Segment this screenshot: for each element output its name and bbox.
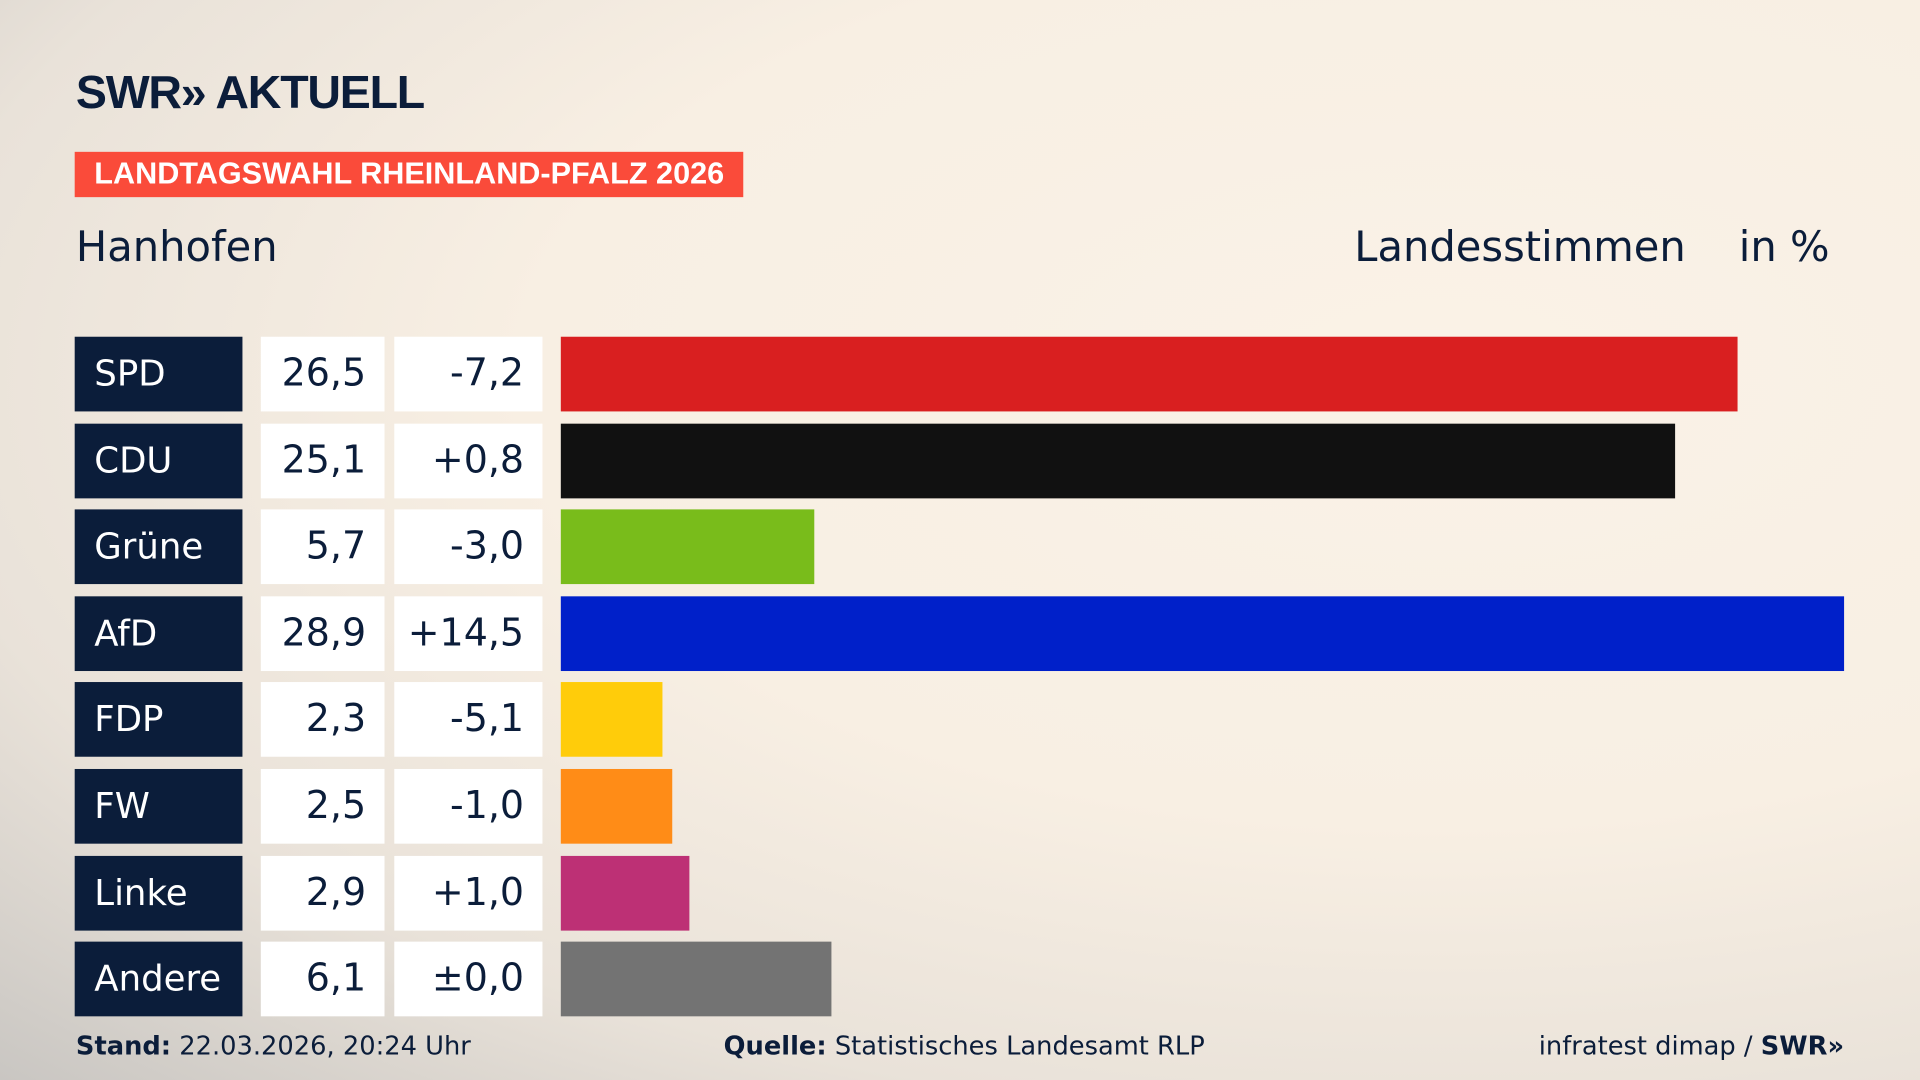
party-label: SPD: [74, 336, 243, 412]
value-label: 6,1: [260, 941, 385, 1017]
bar: [560, 336, 1738, 412]
credit: infratest dimap / SWR»: [1539, 1031, 1844, 1060]
source-label: Quelle:: [723, 1031, 827, 1061]
credit-text: infratest dimap /: [1538, 1031, 1761, 1061]
diff-label: -3,0: [394, 509, 543, 585]
diff-label: +14,5: [394, 596, 543, 671]
diff-label: +1,0: [394, 855, 543, 931]
source: Quelle: Statistisches Landesamt RLP: [724, 1031, 1205, 1060]
bar: [560, 509, 814, 585]
party-label: Linke: [74, 855, 243, 931]
value-label: 2,9: [260, 855, 385, 931]
source-value: Statistisches Landesamt RLP: [834, 1031, 1205, 1061]
bar: [560, 768, 672, 844]
party-label: FDP: [74, 682, 243, 758]
value-label: 2,3: [260, 682, 385, 758]
diff-label: -7,2: [394, 336, 543, 412]
value-label: 26,5: [260, 336, 385, 412]
party-label: CDU: [74, 423, 243, 498]
party-label: Grüne: [74, 509, 243, 585]
bar: [560, 682, 663, 758]
value-label: 28,9: [260, 596, 385, 671]
swr-logo: SWR»: [1760, 1031, 1845, 1061]
bar: [560, 423, 1676, 498]
bar: [560, 596, 1845, 671]
swr-aktuell-logo: SWR» AKTUELL: [75, 67, 425, 119]
party-label: FW: [74, 768, 243, 844]
stand: Stand: 22.03.2026, 20:24 Uhr: [76, 1031, 471, 1060]
party-label: Andere: [74, 941, 243, 1017]
party-label: AfD: [74, 596, 243, 671]
bar: [560, 941, 832, 1017]
value-label: 5,7: [260, 509, 385, 585]
value-label: 2,5: [260, 768, 385, 844]
vote-type-label: Landesstimmen: [1354, 222, 1686, 272]
diff-label: -5,1: [394, 682, 543, 758]
diff-label: +0,8: [394, 423, 543, 498]
stand-label: Stand:: [75, 1031, 172, 1061]
diff-label: -1,0: [394, 768, 543, 844]
bar: [560, 855, 690, 931]
unit-label: in %: [1738, 222, 1830, 272]
place-title: Hanhofen: [75, 222, 278, 272]
diff-label: ±0,0: [394, 941, 543, 1017]
stand-value: 22.03.2026, 20:24 Uhr: [179, 1031, 471, 1061]
election-tag: LANDTAGSWAHL RHEINLAND-PFALZ 2026: [74, 151, 744, 198]
value-label: 25,1: [260, 423, 385, 498]
